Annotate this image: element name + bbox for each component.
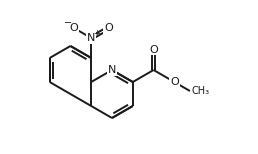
Text: O: O bbox=[170, 77, 179, 87]
Text: O: O bbox=[149, 45, 158, 55]
Text: +: + bbox=[93, 28, 100, 38]
Text: CH₃: CH₃ bbox=[192, 86, 210, 96]
Text: N: N bbox=[87, 33, 95, 43]
Text: O: O bbox=[69, 23, 78, 33]
Text: O: O bbox=[104, 23, 113, 33]
Text: −: − bbox=[64, 18, 72, 28]
Text: N: N bbox=[108, 65, 116, 75]
